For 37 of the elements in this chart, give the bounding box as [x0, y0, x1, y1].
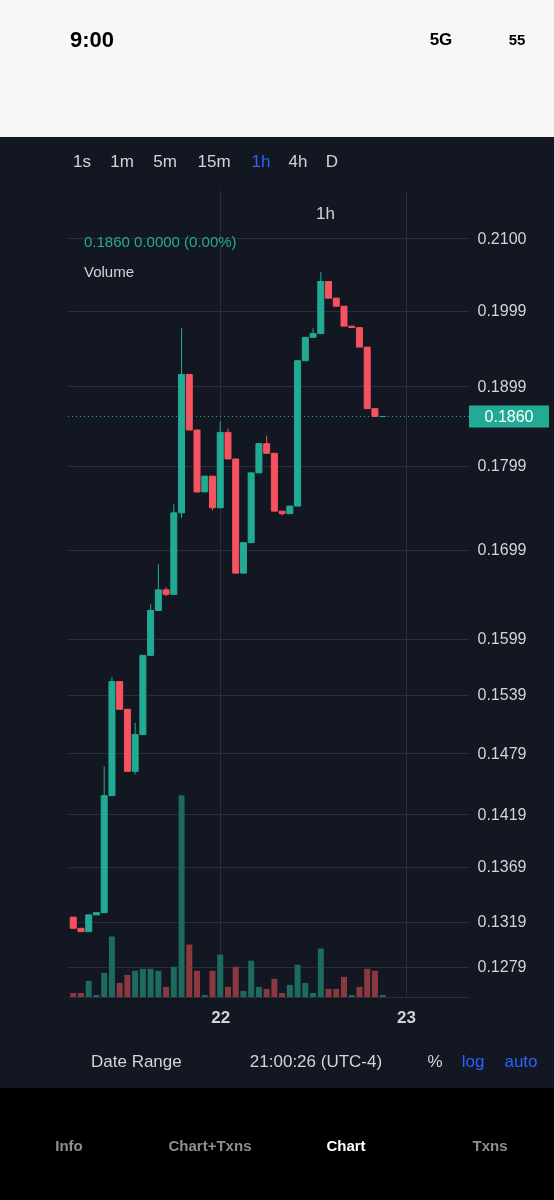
- y-tick-label: 0.1369: [477, 858, 527, 876]
- text: 5m: [153, 152, 177, 171]
- text: log: [461, 1052, 485, 1071]
- y-tick-label: 0.1539: [477, 686, 527, 704]
- x-tick-label: 23: [396, 1007, 416, 1027]
- text: 15m: [197, 152, 231, 171]
- text: 5G: [429, 30, 453, 49]
- y-tick-label: 0.1899: [477, 377, 527, 395]
- text: 0.1860 0.0000 (0.00%): [84, 233, 237, 250]
- text: 4h: [288, 152, 308, 171]
- y-tick-label: 0.1479: [477, 744, 527, 762]
- text: Chart: [326, 1137, 366, 1154]
- text: 1m: [110, 152, 134, 171]
- text: Chart+Txns: [168, 1137, 252, 1154]
- text: 9:00: [69, 27, 115, 52]
- text: 21:00:26 (UTC-4): [249, 1052, 383, 1071]
- text: Date Range: [91, 1052, 182, 1071]
- y-tick-label: 0.1279: [477, 958, 527, 976]
- y-tick-label: 0.1319: [477, 913, 527, 931]
- y-tick-label: 0.1799: [477, 457, 527, 475]
- y-tick-label: 0.2100: [477, 229, 527, 247]
- y-tick-label: 0.1419: [477, 805, 527, 823]
- ref-line-label: 0.1860: [484, 407, 534, 425]
- chart-title: Volume: [84, 263, 135, 280]
- y-tick-label: 0.1599: [477, 630, 527, 648]
- text: 1s: [73, 152, 91, 171]
- text: 55: [508, 31, 526, 48]
- y-tick-label: 0.1699: [477, 541, 527, 559]
- text: auto: [504, 1052, 538, 1071]
- text: Info: [55, 1137, 83, 1154]
- text: 1h: [316, 204, 335, 223]
- text: %: [427, 1052, 443, 1071]
- y-tick-label: 0.1999: [477, 302, 527, 320]
- text: Txns: [472, 1137, 508, 1154]
- text: 1h: [251, 152, 271, 171]
- text: D: [325, 152, 339, 171]
- x-tick-label: 22: [211, 1007, 231, 1027]
